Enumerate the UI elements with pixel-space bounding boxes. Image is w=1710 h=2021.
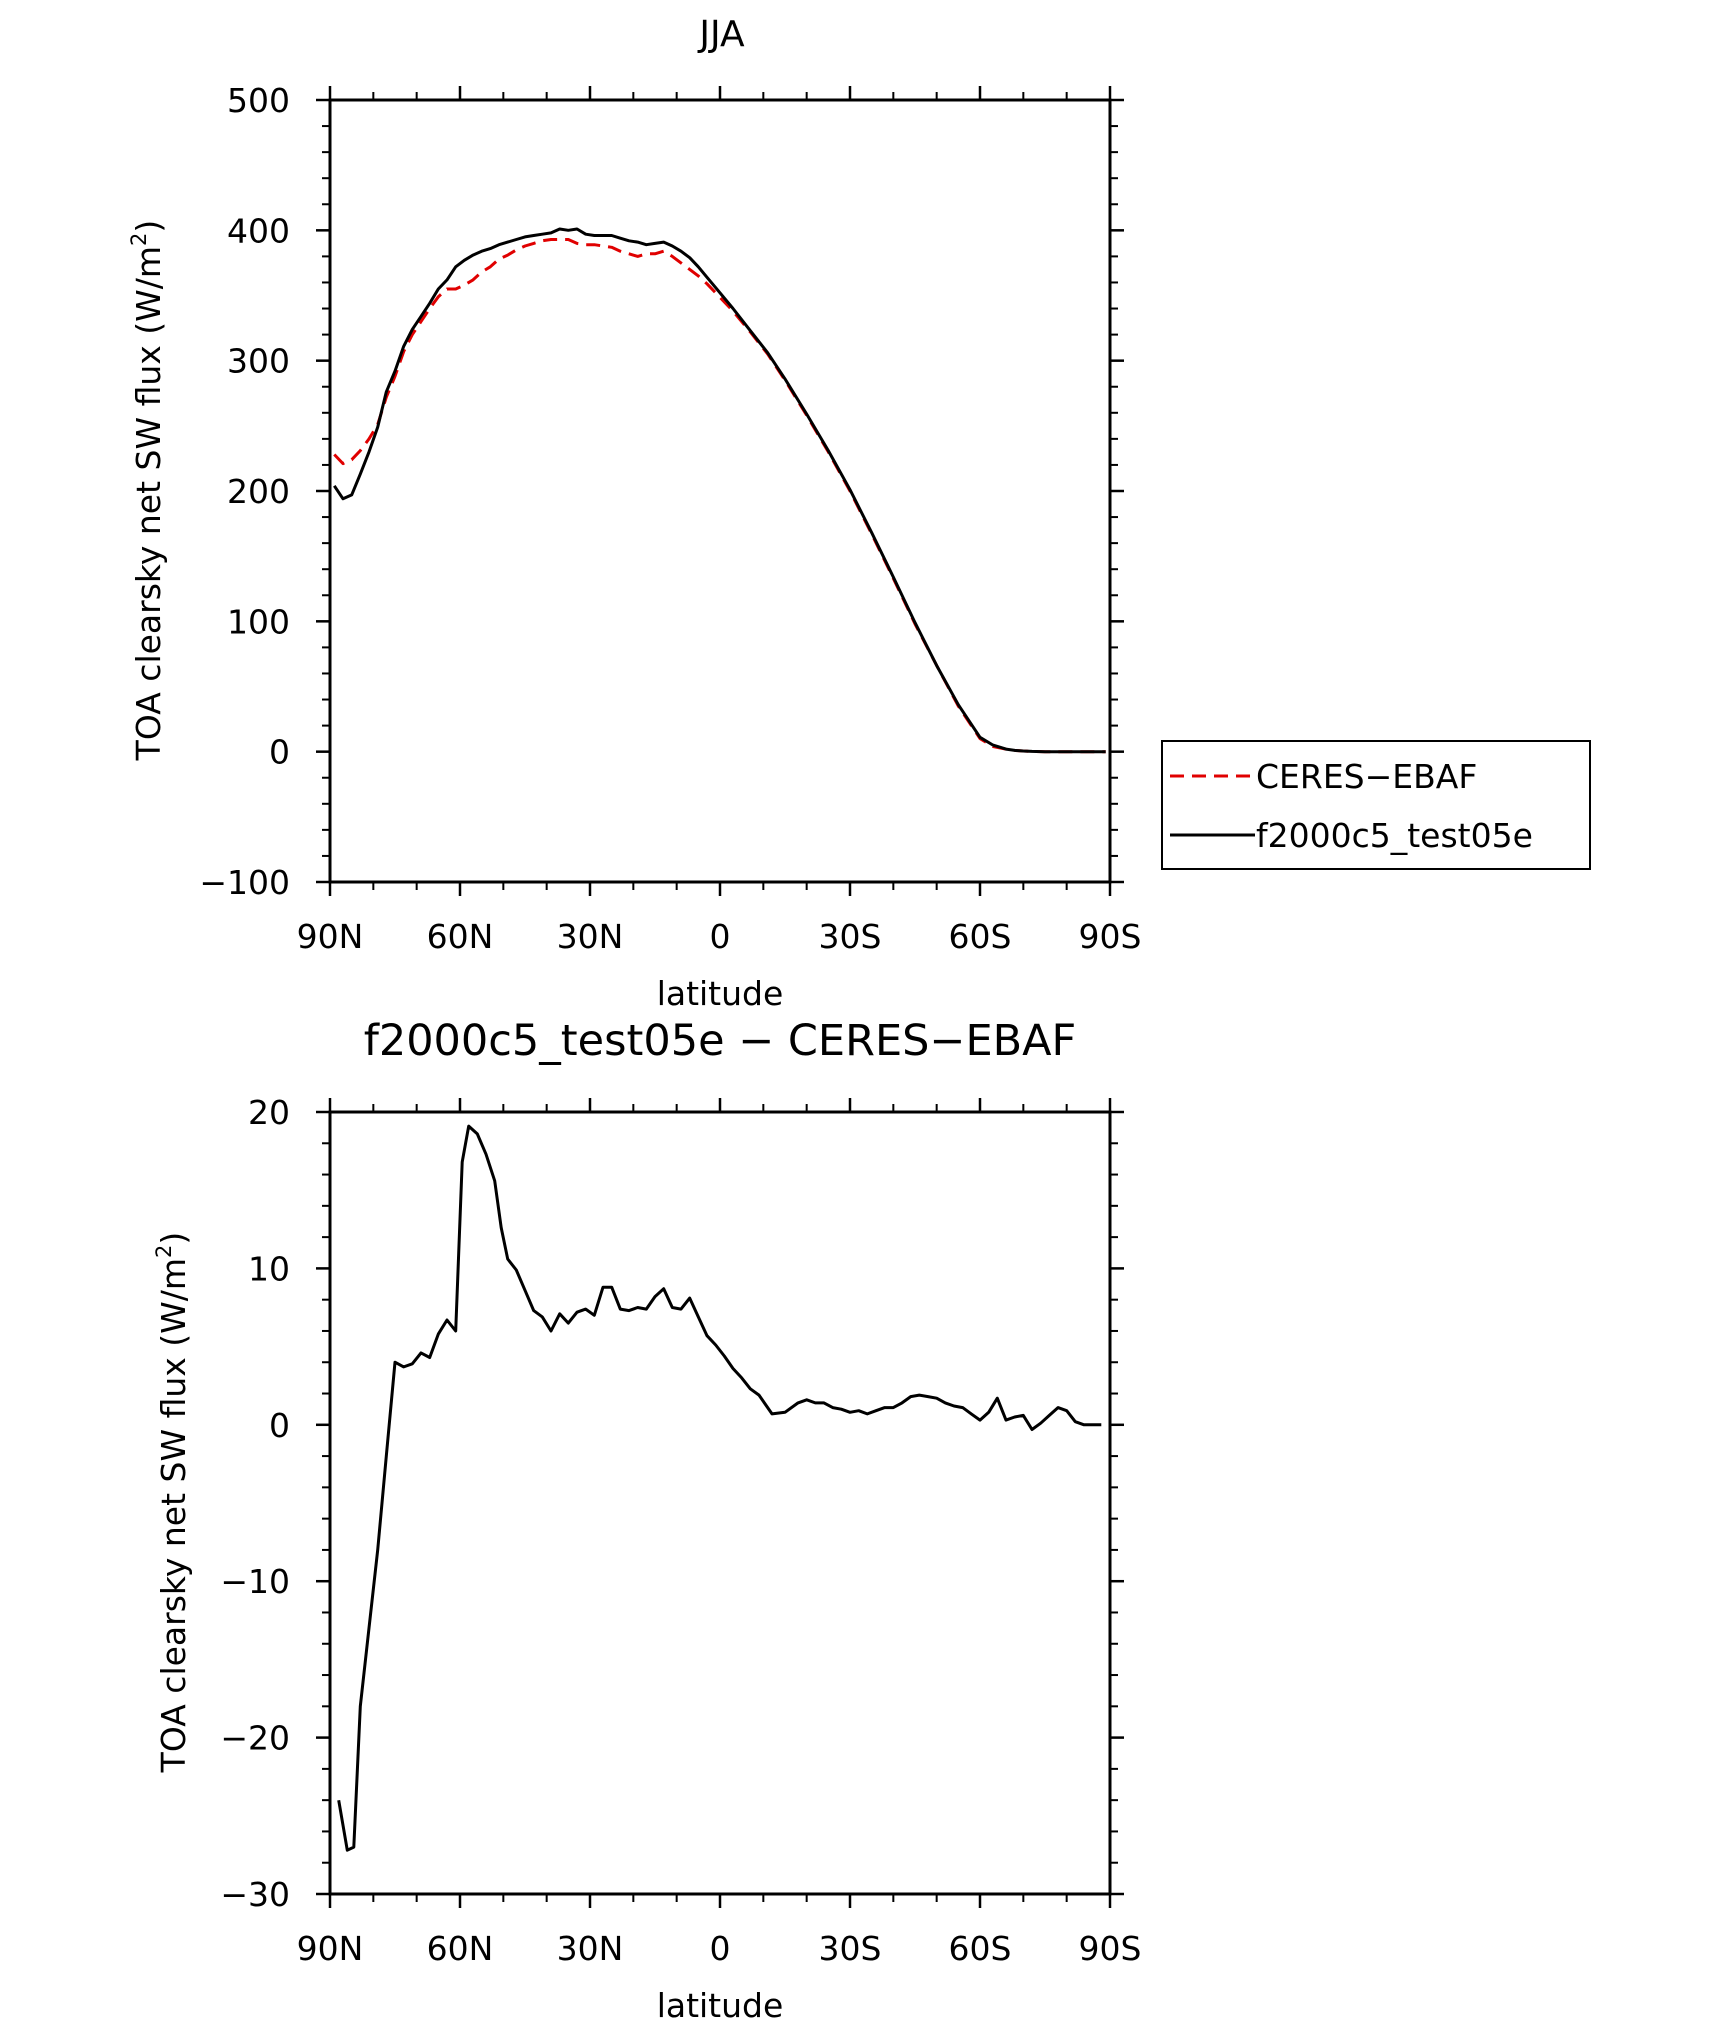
top-panel: JJA TOA clearsky net SW flux (W/m2) −100…: [127, 14, 1591, 1013]
bottom-ytick-label: 0: [269, 1406, 290, 1445]
top-ytick-label: 400: [227, 211, 290, 250]
top-ticks: [316, 86, 1124, 896]
bottom-y-axis-label-sup: 2: [152, 1245, 176, 1258]
top-xtick-label: 30S: [819, 917, 882, 956]
bottom-series-line-0: [337, 1124, 1102, 1852]
top-ytick-label: 500: [227, 81, 290, 120]
legend-box: [1161, 740, 1591, 870]
bottom-panel: f2000c5_test05e − CERES−EBAF TOA clearsk…: [152, 1016, 1141, 2021]
top-xtick-label: 0: [710, 917, 731, 956]
bottom-y-axis-label-close: ): [154, 1232, 193, 1245]
bottom-xtick-label: 60N: [427, 1929, 494, 1968]
bottom-xtick-label: 90N: [297, 1929, 364, 1968]
top-xtick-label: 90S: [1079, 917, 1142, 956]
top-xtick-label: 30N: [557, 917, 624, 956]
legend-label-f2000c5-test05e: f2000c5_test05e: [1256, 816, 1533, 855]
top-series-group: [333, 227, 1106, 754]
bottom-ticks: [316, 1098, 1124, 1908]
bottom-xtick-label: 0: [710, 1929, 731, 1968]
top-series-line-1: [333, 227, 1106, 754]
bottom-series-group: [337, 1124, 1102, 1852]
top-xtick-label: 60S: [949, 917, 1012, 956]
top-plot-frame: [328, 98, 1112, 884]
legend: CERES−EBAF f2000c5_test05e: [1161, 740, 1591, 870]
bottom-ytick-label: −10: [220, 1562, 290, 1601]
top-ytick-label: 300: [227, 342, 290, 381]
top-ytick-label: 200: [227, 472, 290, 511]
bottom-y-axis-label: TOA clearsky net SW flux (W/m2): [152, 1232, 193, 1774]
top-y-axis-label-close: ): [129, 220, 168, 233]
bottom-xtick-label: 60S: [949, 1929, 1012, 1968]
bottom-ytick-label: 20: [248, 1093, 290, 1132]
top-x-axis-label: latitude: [657, 974, 784, 1013]
top-series-line-0: [333, 238, 1106, 754]
bottom-xtick-label: 90S: [1079, 1929, 1142, 1968]
top-y-axis-label-sup: 2: [127, 233, 151, 246]
top-chart-title: JJA: [697, 14, 745, 55]
bottom-y-axis-label-main: TOA clearsky net SW flux (W/m: [154, 1258, 193, 1773]
bottom-plot-frame: [328, 1110, 1112, 1896]
top-xtick-label: 60N: [427, 917, 494, 956]
bottom-ytick-label: −20: [220, 1719, 290, 1758]
bottom-ytick-label: −30: [220, 1875, 290, 1914]
bottom-ytick-label: 10: [248, 1249, 290, 1288]
top-y-axis-label-main: TOA clearsky net SW flux (W/m: [129, 246, 168, 761]
top-tick-labels: −100 0 100 200 300 400 500 90N 60N 30N 0 30S 60S 90S: [199, 81, 1141, 956]
legend-label-ceres-ebaf: CERES−EBAF: [1256, 757, 1477, 796]
bottom-chart-title: f2000c5_test05e − CERES−EBAF: [364, 1016, 1077, 1066]
top-y-axis-label: TOA clearsky net SW flux (W/m2): [127, 220, 168, 762]
top-xtick-label: 90N: [297, 917, 364, 956]
bottom-xtick-label: 30S: [819, 1929, 882, 1968]
bottom-xtick-label: 30N: [557, 1929, 624, 1968]
bottom-x-axis-label: latitude: [657, 1986, 784, 2021]
top-ytick-label: −100: [199, 863, 290, 902]
top-ytick-label: 0: [269, 733, 290, 772]
bottom-tick-labels: −30 −20 −10 0 10 20 90N 60N 30N 0 30S 60S 90S: [220, 1093, 1141, 1968]
top-ytick-label: 100: [227, 602, 290, 641]
